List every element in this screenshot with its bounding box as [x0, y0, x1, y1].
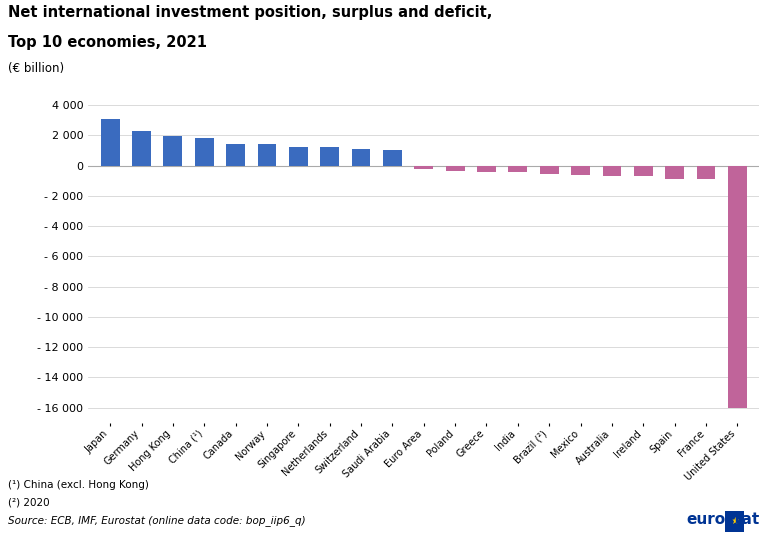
Text: eurostat: eurostat: [686, 512, 759, 527]
Bar: [509, 166, 527, 172]
Bar: [696, 166, 716, 179]
Bar: [226, 145, 245, 166]
Bar: [446, 166, 465, 171]
Bar: [634, 166, 653, 176]
Bar: [100, 119, 120, 166]
Bar: [258, 145, 276, 166]
Bar: [414, 166, 433, 169]
Text: (²) 2020: (²) 2020: [8, 497, 49, 507]
Bar: [163, 136, 183, 166]
Bar: [603, 166, 621, 176]
Bar: [571, 166, 590, 175]
Bar: [289, 147, 308, 166]
Bar: [132, 131, 151, 166]
Bar: [321, 147, 339, 166]
Text: (€ billion): (€ billion): [8, 62, 64, 75]
Text: ★: ★: [730, 517, 739, 526]
Bar: [477, 166, 496, 172]
Text: (¹) China (excl. Hong Kong): (¹) China (excl. Hong Kong): [8, 480, 149, 489]
Text: Source: ECB, IMF, Eurostat (online data code: bop_iip6_q): Source: ECB, IMF, Eurostat (online data …: [8, 515, 305, 526]
Bar: [665, 166, 684, 179]
Bar: [383, 150, 402, 166]
Bar: [728, 166, 747, 408]
Text: Top 10 economies, 2021: Top 10 economies, 2021: [8, 35, 206, 50]
Bar: [351, 149, 370, 166]
Text: Net international investment position, surplus and deficit,: Net international investment position, s…: [8, 5, 492, 21]
Bar: [540, 166, 558, 174]
Bar: [195, 138, 214, 166]
